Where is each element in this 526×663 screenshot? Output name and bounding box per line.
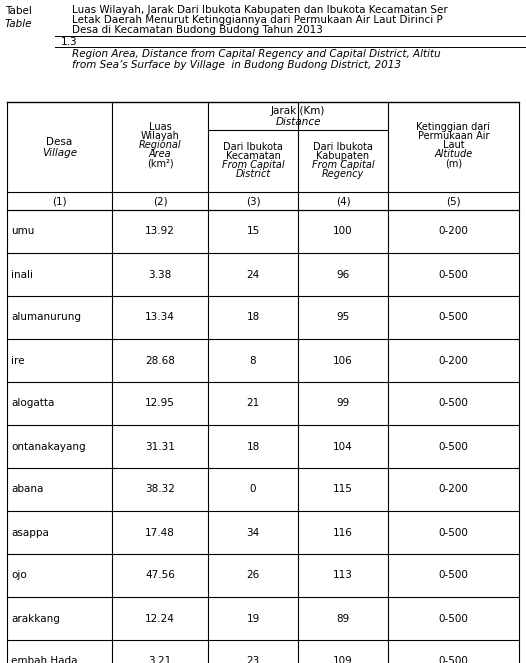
Text: asappa: asappa xyxy=(11,528,49,538)
Text: (km²): (km²) xyxy=(147,158,173,168)
Text: 21: 21 xyxy=(246,398,260,408)
Text: Dari Ibukota: Dari Ibukota xyxy=(223,142,283,152)
Text: 31.31: 31.31 xyxy=(145,442,175,452)
Text: Kabupaten: Kabupaten xyxy=(317,151,370,161)
Text: (3): (3) xyxy=(246,196,260,206)
Text: 3.38: 3.38 xyxy=(148,269,171,280)
Text: 0-500: 0-500 xyxy=(439,312,469,322)
Text: Altitude: Altitude xyxy=(434,149,473,159)
Text: Wilayah: Wilayah xyxy=(140,131,179,141)
Text: 8: 8 xyxy=(250,355,256,365)
Text: Luas: Luas xyxy=(149,122,171,132)
Text: 13.92: 13.92 xyxy=(145,227,175,237)
Text: (4): (4) xyxy=(336,196,350,206)
Text: Tabel: Tabel xyxy=(5,6,32,16)
Text: 0-200: 0-200 xyxy=(439,485,469,495)
Text: From Capital: From Capital xyxy=(221,160,285,170)
Text: (m): (m) xyxy=(445,158,462,168)
Text: 38.32: 38.32 xyxy=(145,485,175,495)
Text: (5): (5) xyxy=(446,196,461,206)
Text: 104: 104 xyxy=(333,442,353,452)
Text: embah Hada: embah Hada xyxy=(11,656,77,663)
Text: Letak Daerah Menurut Ketinggiannya dari Permukaan Air Laut Dirinci P: Letak Daerah Menurut Ketinggiannya dari … xyxy=(72,15,443,25)
Text: alumanurung: alumanurung xyxy=(11,312,81,322)
Text: 13.34: 13.34 xyxy=(145,312,175,322)
Text: Desa di Kecamatan Budong Budong Tahun 2013: Desa di Kecamatan Budong Budong Tahun 20… xyxy=(72,25,323,35)
Text: Regional: Regional xyxy=(139,140,181,150)
Text: 0-500: 0-500 xyxy=(439,528,469,538)
Text: 18: 18 xyxy=(246,312,260,322)
Text: umu: umu xyxy=(11,227,34,237)
Text: 0-500: 0-500 xyxy=(439,570,469,581)
Text: 0-500: 0-500 xyxy=(439,656,469,663)
Text: Dari Ibukota: Dari Ibukota xyxy=(313,142,373,152)
Text: ojo: ojo xyxy=(11,570,27,581)
Text: 26: 26 xyxy=(246,570,260,581)
Text: Village: Village xyxy=(42,148,77,158)
Text: 96: 96 xyxy=(336,269,350,280)
Text: 115: 115 xyxy=(333,485,353,495)
Text: 99: 99 xyxy=(336,398,350,408)
Text: 15: 15 xyxy=(246,227,260,237)
Text: 28.68: 28.68 xyxy=(145,355,175,365)
Text: 47.56: 47.56 xyxy=(145,570,175,581)
Text: From Capital: From Capital xyxy=(312,160,375,170)
Text: 23: 23 xyxy=(246,656,260,663)
Text: 0-500: 0-500 xyxy=(439,269,469,280)
Text: 113: 113 xyxy=(333,570,353,581)
Text: Ketinggian dari: Ketinggian dari xyxy=(417,122,491,132)
Text: (2): (2) xyxy=(153,196,167,206)
Text: 89: 89 xyxy=(336,613,350,623)
Text: ire: ire xyxy=(11,355,25,365)
Text: Region Area, Distance from Capital Regency and Capital District, Altitu: Region Area, Distance from Capital Regen… xyxy=(72,49,441,59)
Text: Distance: Distance xyxy=(275,117,321,127)
Text: Table: Table xyxy=(5,19,33,29)
Text: 0-500: 0-500 xyxy=(439,613,469,623)
Text: 19: 19 xyxy=(246,613,260,623)
Text: 3.21: 3.21 xyxy=(148,656,171,663)
Text: 12.95: 12.95 xyxy=(145,398,175,408)
Text: 109: 109 xyxy=(333,656,353,663)
Text: 95: 95 xyxy=(336,312,350,322)
Text: Desa: Desa xyxy=(46,137,73,147)
Text: 106: 106 xyxy=(333,355,353,365)
Text: alogatta: alogatta xyxy=(11,398,54,408)
Text: 0-200: 0-200 xyxy=(439,227,469,237)
Text: Jarak (Km): Jarak (Km) xyxy=(271,106,325,116)
Text: 34: 34 xyxy=(246,528,260,538)
Text: 100: 100 xyxy=(333,227,353,237)
Text: 0-500: 0-500 xyxy=(439,398,469,408)
Text: Kecamatan: Kecamatan xyxy=(226,151,280,161)
Text: ontanakayang: ontanakayang xyxy=(11,442,86,452)
Text: 116: 116 xyxy=(333,528,353,538)
Text: 0: 0 xyxy=(250,485,256,495)
Text: Area: Area xyxy=(149,149,171,159)
Text: from Sea’s Surface by Village  in Budong Budong District, 2013: from Sea’s Surface by Village in Budong … xyxy=(72,60,401,70)
Text: 12.24: 12.24 xyxy=(145,613,175,623)
Text: inali: inali xyxy=(11,269,33,280)
Text: Laut: Laut xyxy=(443,140,464,150)
Text: (1): (1) xyxy=(52,196,67,206)
Text: 1.3: 1.3 xyxy=(61,37,78,47)
Text: 18: 18 xyxy=(246,442,260,452)
Text: 0-200: 0-200 xyxy=(439,355,469,365)
Text: Luas Wilayah, Jarak Dari Ibukota Kabupaten dan Ibukota Kecamatan Ser: Luas Wilayah, Jarak Dari Ibukota Kabupat… xyxy=(72,5,448,15)
Text: Permukaan Air: Permukaan Air xyxy=(418,131,489,141)
Text: 24: 24 xyxy=(246,269,260,280)
Text: 0-500: 0-500 xyxy=(439,442,469,452)
Text: Regency: Regency xyxy=(322,169,364,179)
Text: arakkang: arakkang xyxy=(11,613,60,623)
Text: abana: abana xyxy=(11,485,43,495)
Text: District: District xyxy=(235,169,270,179)
Text: 17.48: 17.48 xyxy=(145,528,175,538)
